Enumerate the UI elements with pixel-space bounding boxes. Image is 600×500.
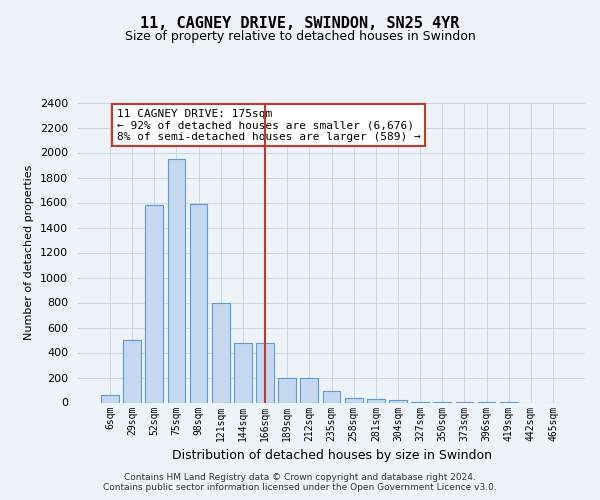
Bar: [301, 378, 318, 402]
Bar: [345, 398, 362, 402]
Bar: [101, 395, 119, 402]
Bar: [212, 302, 230, 402]
Y-axis label: Number of detached properties: Number of detached properties: [25, 165, 34, 340]
Bar: [256, 342, 274, 402]
Bar: [278, 378, 296, 402]
Bar: [190, 204, 208, 402]
Text: 11 CAGNEY DRIVE: 175sqm
← 92% of detached houses are smaller (6,676)
8% of semi-: 11 CAGNEY DRIVE: 175sqm ← 92% of detache…: [116, 109, 421, 142]
Text: Size of property relative to detached houses in Swindon: Size of property relative to detached ho…: [125, 30, 475, 43]
Bar: [167, 159, 185, 402]
Bar: [234, 342, 252, 402]
Text: 11, CAGNEY DRIVE, SWINDON, SN25 4YR: 11, CAGNEY DRIVE, SWINDON, SN25 4YR: [140, 16, 460, 31]
Bar: [123, 340, 141, 402]
Text: Contains HM Land Registry data © Crown copyright and database right 2024.
Contai: Contains HM Land Registry data © Crown c…: [103, 473, 497, 492]
Bar: [145, 205, 163, 402]
Bar: [389, 400, 407, 402]
Bar: [367, 400, 385, 402]
X-axis label: Distribution of detached houses by size in Swindon: Distribution of detached houses by size …: [172, 449, 491, 462]
Bar: [323, 391, 340, 402]
